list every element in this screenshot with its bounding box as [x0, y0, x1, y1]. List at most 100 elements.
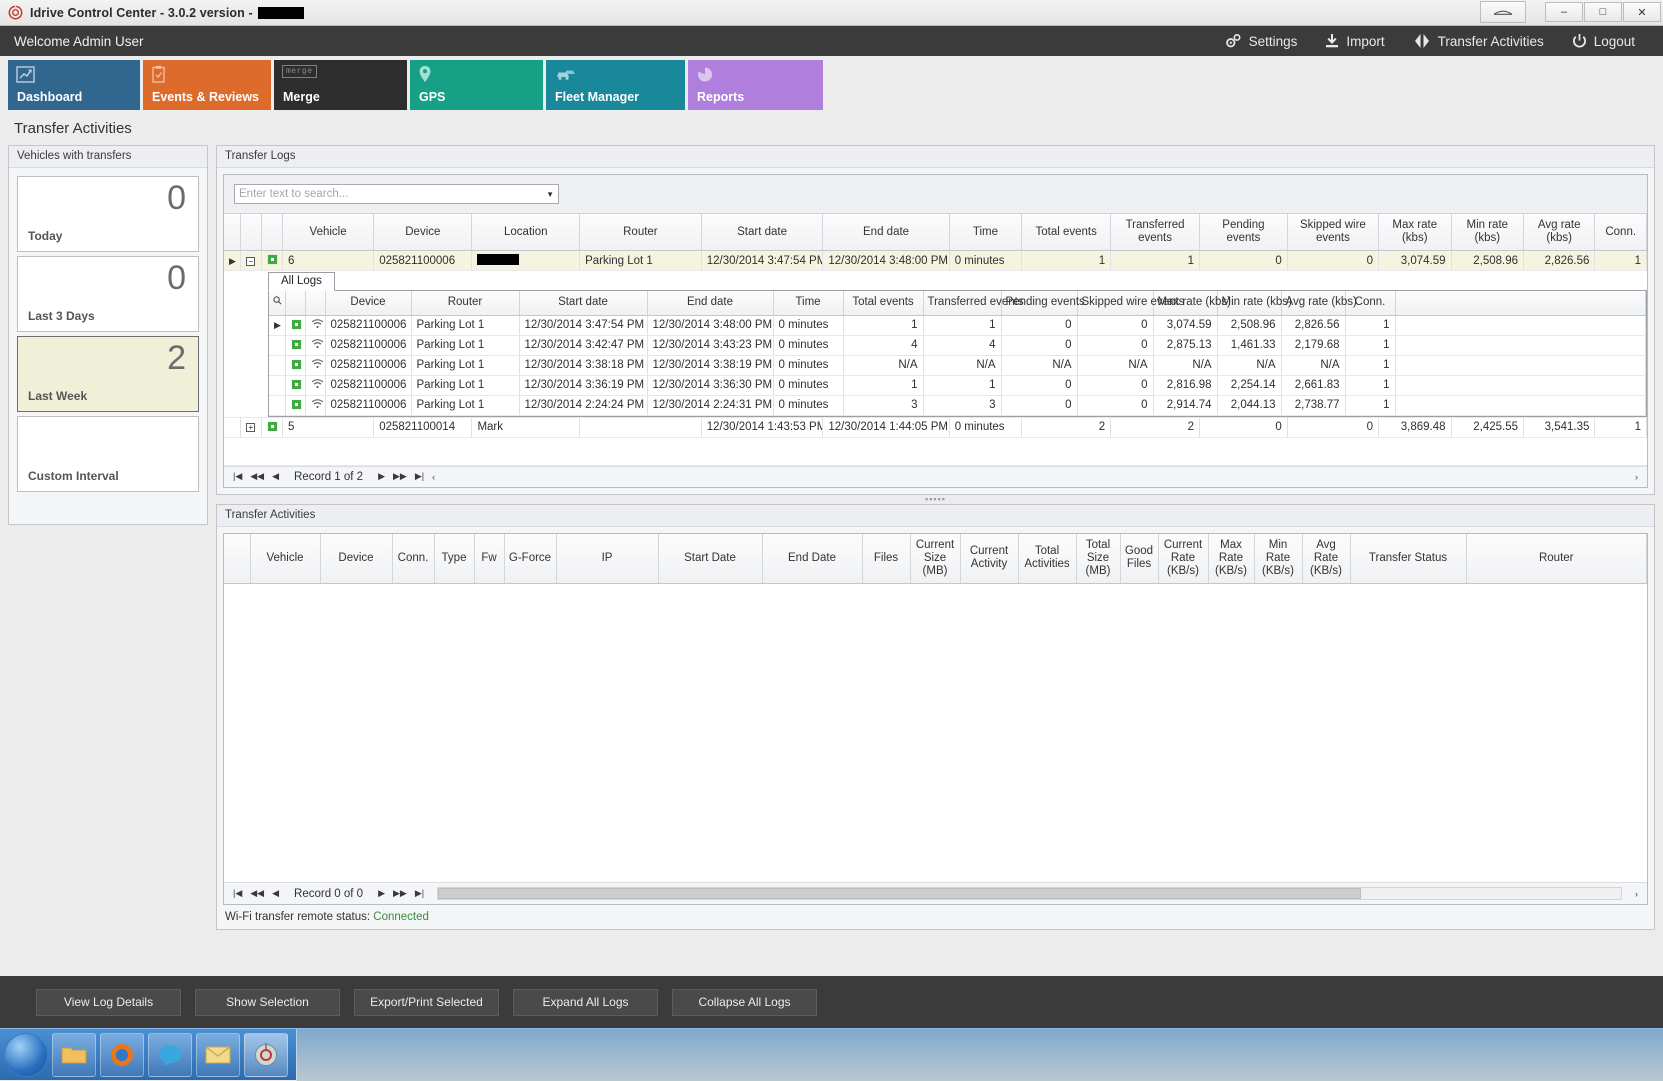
th-ta-conn[interactable]: Conn. [392, 534, 434, 584]
th-nested-avg-rate[interactable]: Avg rate (kbs) [1281, 291, 1345, 315]
th-device[interactable]: Device [374, 214, 472, 251]
sidebar-card-today[interactable]: 0 Today [17, 176, 199, 252]
th-end-date[interactable]: End date [823, 214, 949, 251]
th-ta-end-date[interactable]: End Date [762, 534, 862, 584]
ta-pager-next-button[interactable]: ▶ [377, 888, 386, 899]
th-nested-start-date[interactable]: Start date [519, 291, 647, 315]
th-start-date[interactable]: Start date [701, 214, 823, 251]
window-maximize-button[interactable]: □ [1584, 2, 1622, 22]
pager-next-button[interactable]: ▶ [377, 471, 386, 482]
th-nested-max-rate[interactable]: Max rate (kbs) [1153, 291, 1217, 315]
th-nested-pending-events[interactable]: Pending events [1001, 291, 1077, 315]
ta-pager-prev-page-button[interactable]: ◀◀ [249, 888, 265, 899]
explorer-icon[interactable] [52, 1033, 96, 1077]
pager-next-page-button[interactable]: ▶▶ [392, 471, 408, 482]
th-nested-transferred-events[interactable]: Transferred events [923, 291, 1001, 315]
th-ta-router[interactable]: Router [1466, 534, 1647, 584]
tile-merge[interactable]: merge Merge [274, 60, 407, 110]
th-ta-fw[interactable]: Fw [474, 534, 504, 584]
pager-first-button[interactable]: |◀ [232, 471, 243, 482]
menu-item-logout[interactable]: Logout [1558, 33, 1649, 49]
th-nested-router[interactable]: Router [411, 291, 519, 315]
sidebar-card-last-3-days[interactable]: 0 Last 3 Days [17, 256, 199, 332]
view-log-details-button[interactable]: View Log Details [36, 989, 181, 1016]
search-input[interactable]: Enter text to search... ▼ [234, 184, 559, 204]
th-time[interactable]: Time [949, 214, 1022, 251]
ta-pager-first-button[interactable]: |◀ [232, 888, 243, 899]
th-skipped-wire-events[interactable]: Skipped wire events [1287, 214, 1378, 251]
ta-pager-scroll-right[interactable]: › [1634, 889, 1639, 899]
th-ta-transfer-status[interactable]: Transfer Status [1350, 534, 1466, 584]
th-ta-ip[interactable]: IP [556, 534, 658, 584]
ta-pager-prev-button[interactable]: ◀ [271, 888, 280, 899]
pager-scroll-right[interactable]: › [1634, 472, 1639, 482]
table-row[interactable]: + 5 025821100014 Mark 12/30/2014 1:43:53… [224, 417, 1647, 437]
ta-scroll-thumb[interactable] [438, 888, 1361, 899]
table-row[interactable]: ▶ − 6 [224, 251, 1647, 271]
firefox-icon[interactable] [100, 1033, 144, 1077]
th-vehicle[interactable]: Vehicle [282, 214, 373, 251]
th-ta-type[interactable]: Type [434, 534, 474, 584]
tile-events-reviews[interactable]: Events & Reviews [143, 60, 271, 110]
tile-fleet-manager[interactable]: Fleet Manager [546, 60, 685, 110]
th-nested-total-events[interactable]: Total events [843, 291, 923, 315]
th-pending-events[interactable]: Pending events [1200, 214, 1288, 251]
th-max-rate[interactable]: Max rate (kbs) [1379, 214, 1452, 251]
table-row[interactable]: 025821100006 Parking Lot 1 12/30/2014 2:… [269, 395, 1645, 415]
th-nested-search-icon[interactable] [269, 291, 285, 315]
th-ta-total-activities[interactable]: Total Activities [1018, 534, 1076, 584]
tile-dashboard[interactable]: Dashboard [8, 60, 140, 110]
menu-item-transfer-activities[interactable]: Transfer Activities [1399, 33, 1558, 49]
th-total-events[interactable]: Total events [1022, 214, 1111, 251]
start-orb[interactable] [4, 1033, 48, 1077]
ta-pager-last-button[interactable]: ▶| [414, 888, 425, 899]
th-ta-files[interactable]: Files [862, 534, 910, 584]
sidebar-card-last-week[interactable]: 2 Last Week [17, 336, 199, 412]
th-ta-current-activity[interactable]: Current Activity [960, 534, 1018, 584]
th-nested-min-rate[interactable]: Min rate (kbs) [1217, 291, 1281, 315]
window-restore-button[interactable] [1480, 1, 1526, 23]
table-row[interactable]: 025821100006 Parking Lot 1 12/30/2014 3:… [269, 355, 1645, 375]
th-nested-end-date[interactable]: End date [647, 291, 773, 315]
th-avg-rate[interactable]: Avg rate (kbs) [1524, 214, 1595, 251]
th-nested-device[interactable]: Device [325, 291, 411, 315]
app-icon[interactable] [244, 1033, 288, 1077]
pager-last-button[interactable]: ▶| [414, 471, 425, 482]
tab-all-logs[interactable]: All Logs [268, 272, 335, 291]
outlook-icon[interactable] [196, 1033, 240, 1077]
row-expander[interactable]: − [240, 251, 261, 271]
th-ta-start-date[interactable]: Start Date [658, 534, 762, 584]
collapse-all-logs-button[interactable]: Collapse All Logs [672, 989, 817, 1016]
th-ta-max-rate[interactable]: Max Rate (KB/s) [1208, 534, 1254, 584]
th-nested-time[interactable]: Time [773, 291, 843, 315]
ta-horizontal-scrollbar[interactable] [437, 887, 1622, 900]
th-transferred-events[interactable]: Transferred events [1111, 214, 1200, 251]
th-ta-gforce[interactable]: G-Force [504, 534, 556, 584]
th-location[interactable]: Location [472, 214, 580, 251]
th-ta-vehicle[interactable]: Vehicle [250, 534, 320, 584]
window-close-button[interactable]: ✕ [1623, 2, 1661, 22]
table-row[interactable]: 025821100006 Parking Lot 1 12/30/2014 3:… [269, 335, 1645, 355]
th-ta-total-size[interactable]: Total Size (MB) [1076, 534, 1120, 584]
th-ta-min-rate[interactable]: Min Rate (KB/s) [1254, 534, 1302, 584]
export-print-selected-button[interactable]: Export/Print Selected [354, 989, 499, 1016]
th-ta-current-size[interactable]: Current Size (MB) [910, 534, 960, 584]
table-row[interactable]: 025821100006 Parking Lot 1 12/30/2014 3:… [269, 375, 1645, 395]
th-ta-current-rate[interactable]: Current Rate (KB/s) [1158, 534, 1208, 584]
tile-reports[interactable]: Reports [688, 60, 823, 110]
chevron-down-icon[interactable]: ▼ [546, 190, 554, 199]
pager-prev-page-button[interactable]: ◀◀ [249, 471, 265, 482]
ta-pager-next-page-button[interactable]: ▶▶ [392, 888, 408, 899]
row-expander[interactable]: + [240, 417, 261, 437]
th-ta-good-files[interactable]: Good Files [1120, 534, 1158, 584]
menu-item-settings[interactable]: Settings [1210, 33, 1312, 49]
th-ta-device[interactable]: Device [320, 534, 392, 584]
expand-all-logs-button[interactable]: Expand All Logs [513, 989, 658, 1016]
window-minimize-button[interactable]: – [1545, 2, 1583, 22]
th-router[interactable]: Router [580, 214, 702, 251]
panel-splitter[interactable]: ▪▪▪▪▪ [216, 495, 1655, 504]
sidebar-card-custom-interval[interactable]: Custom Interval [17, 416, 199, 492]
th-ta-avg-rate[interactable]: Avg Rate (KB/s) [1302, 534, 1350, 584]
show-selection-button[interactable]: Show Selection [195, 989, 340, 1016]
th-conn[interactable]: Conn. [1595, 214, 1647, 251]
